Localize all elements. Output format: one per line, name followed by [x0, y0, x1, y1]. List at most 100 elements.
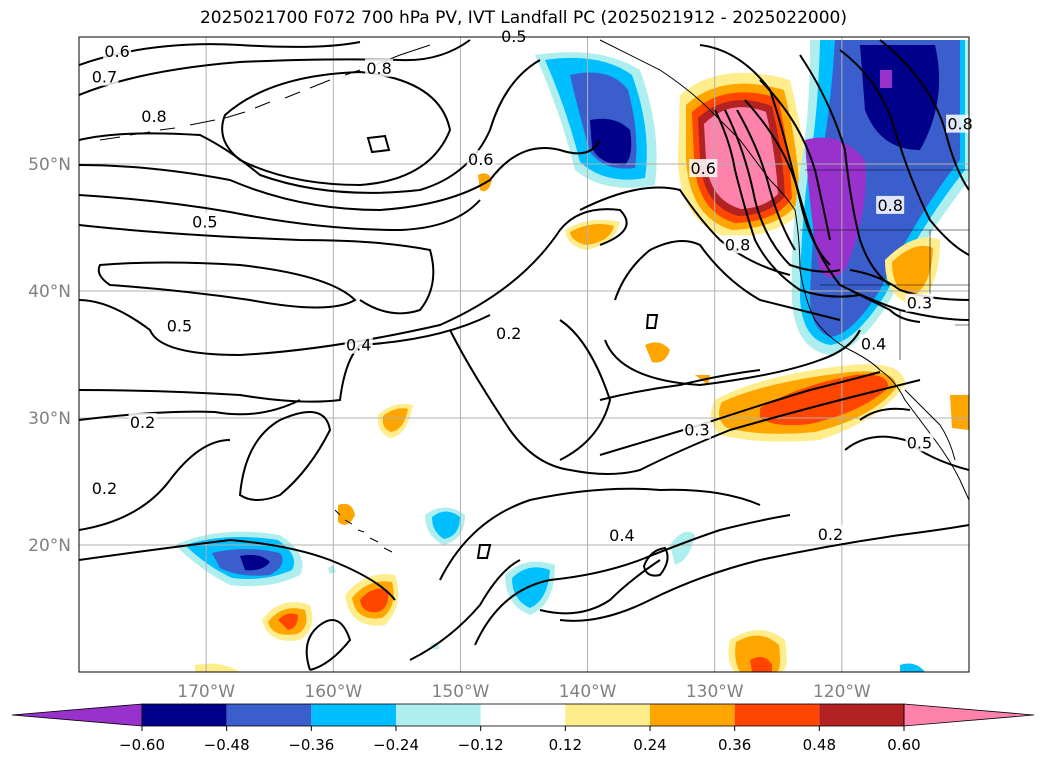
contour-label-bg [90, 479, 119, 498]
contour-label: 0.8 [141, 107, 166, 126]
pv-contour [79, 194, 481, 232]
contour-label: 0.8 [877, 196, 902, 215]
contour-label-bg [689, 159, 718, 178]
contour-label-bg [859, 334, 888, 353]
pv-contour [305, 619, 352, 671]
contour-label-bg [90, 67, 119, 86]
colorbar-tick-label: 0.60 [887, 736, 920, 754]
contour-label-bg [499, 27, 528, 45]
contour-label-bg [682, 420, 711, 439]
contour-label-bg [140, 107, 169, 126]
contour-label: 0.6 [468, 150, 493, 169]
hawaiian-islands [334, 509, 393, 553]
colorbar: −0.60 −0.48 −0.36 −0.24 −0.12 0.12 0.24 0.36 0.4… [11, 703, 1035, 754]
pv-contour [79, 224, 435, 315]
colorbar-tick-label: 0.48 [803, 736, 836, 754]
colorbar-segment [565, 704, 650, 726]
pv-contour [614, 240, 841, 321]
pv-contour [599, 371, 881, 456]
lat-tick-label: 20°N [28, 536, 71, 556]
contour-label-bg [816, 524, 845, 543]
contour-label: 0.2 [818, 525, 843, 544]
contour-label: 0.3 [684, 421, 709, 440]
state-borders [800, 169, 969, 360]
contour-label: 0.5 [192, 212, 217, 231]
shaded-anomaly-layer [175, 40, 969, 672]
colorbar-tick-label: 0.24 [633, 736, 666, 754]
pv-contour [476, 544, 492, 559]
lat-tick-label: 30°N [28, 409, 71, 429]
pv-contour [97, 261, 357, 309]
contour-label: 0.2 [92, 479, 117, 498]
negative-anomaly-gulf-of-alaska [535, 52, 657, 188]
pv-contour [859, 407, 911, 421]
contour-label: 0.3 [907, 294, 932, 313]
contour-label-bg [905, 433, 934, 452]
pv-contour [221, 70, 452, 187]
contour-label: 0.2 [130, 413, 155, 432]
colorbar-segment [226, 704, 312, 726]
contour-label: 0.5 [907, 433, 932, 452]
coastlines [99, 39, 969, 553]
contour-label-bg [190, 212, 219, 231]
pv-contour [539, 559, 661, 615]
colorbar-segment [311, 704, 396, 726]
baja-gulf-coast [904, 389, 956, 461]
pv-contour [604, 329, 861, 387]
pv-contour [599, 369, 761, 401]
lon-tick-label: 160°W [304, 682, 362, 702]
contour-label: 0.8 [366, 59, 391, 78]
pv-contour [724, 109, 841, 273]
latitude-labels: 50°N 40°N 30°N 20°N [28, 155, 71, 556]
contour-label-bg [607, 526, 636, 545]
colorbar-segment [480, 704, 566, 726]
colorbar-tick-label: 0.36 [718, 736, 751, 754]
contour-label: 0.8 [947, 115, 972, 134]
contour-label-bg [128, 413, 157, 432]
contour-label-bg [876, 195, 905, 214]
contour-label: 0.8 [725, 235, 750, 254]
colorbar-tick-label: −0.48 [204, 736, 250, 754]
pv-contour [645, 314, 659, 329]
pv-contour [714, 109, 861, 298]
colorbar-segment [396, 704, 481, 726]
contour-label-bg [365, 58, 394, 77]
pv-contour [844, 435, 969, 471]
contour-label-bg [946, 114, 975, 133]
pv-contour [559, 319, 612, 461]
contour-label-layer: 0.6 0.7 0.8 0.8 0.6 0.5 0.5 0.4 0.2 0.2 0.2 0.3 0.4 0… [90, 27, 975, 545]
pv-contour [79, 314, 491, 403]
lon-tick-label: 120°W [813, 682, 871, 702]
pv-contour [79, 399, 301, 421]
pv-contour [79, 439, 231, 531]
pv-contour [238, 411, 332, 501]
colorbar-tick-label: 0.12 [549, 736, 582, 754]
pv-contour [439, 487, 761, 581]
contour-label: 0.6 [691, 159, 716, 178]
pv-contour [849, 289, 921, 323]
pv-contour [474, 514, 791, 646]
positive-anomaly-subtropical-jet [711, 364, 905, 442]
pv-contour [579, 186, 791, 276]
contour-label-bg [466, 150, 495, 169]
contour-label-bg [165, 316, 194, 335]
negative-anomaly-small-blobs [175, 507, 925, 672]
contour-label-bg [905, 293, 934, 312]
contour-label-bg [494, 324, 523, 343]
map-title: 2025021700 F072 700 hPa PV, IVT Landfall… [199, 8, 847, 28]
pv-contour [409, 559, 521, 661]
pv-contour [79, 538, 396, 601]
colorbar-segment [819, 704, 904, 726]
north-america-coast [599, 39, 969, 501]
contour-label: 0.5 [167, 317, 192, 336]
contour-label: 0.4 [609, 526, 634, 545]
contour-label-bg [103, 42, 132, 61]
pv-contour [79, 208, 628, 357]
lon-tick-label: 140°W [559, 682, 617, 702]
colorbar-tick-label: −0.60 [119, 736, 165, 754]
negative-anomaly-western-north-america [791, 40, 969, 355]
colorbar-tick-label: −0.36 [288, 736, 334, 754]
positive-anomaly-small-blobs [195, 173, 969, 672]
pv-contour [849, 269, 969, 301]
